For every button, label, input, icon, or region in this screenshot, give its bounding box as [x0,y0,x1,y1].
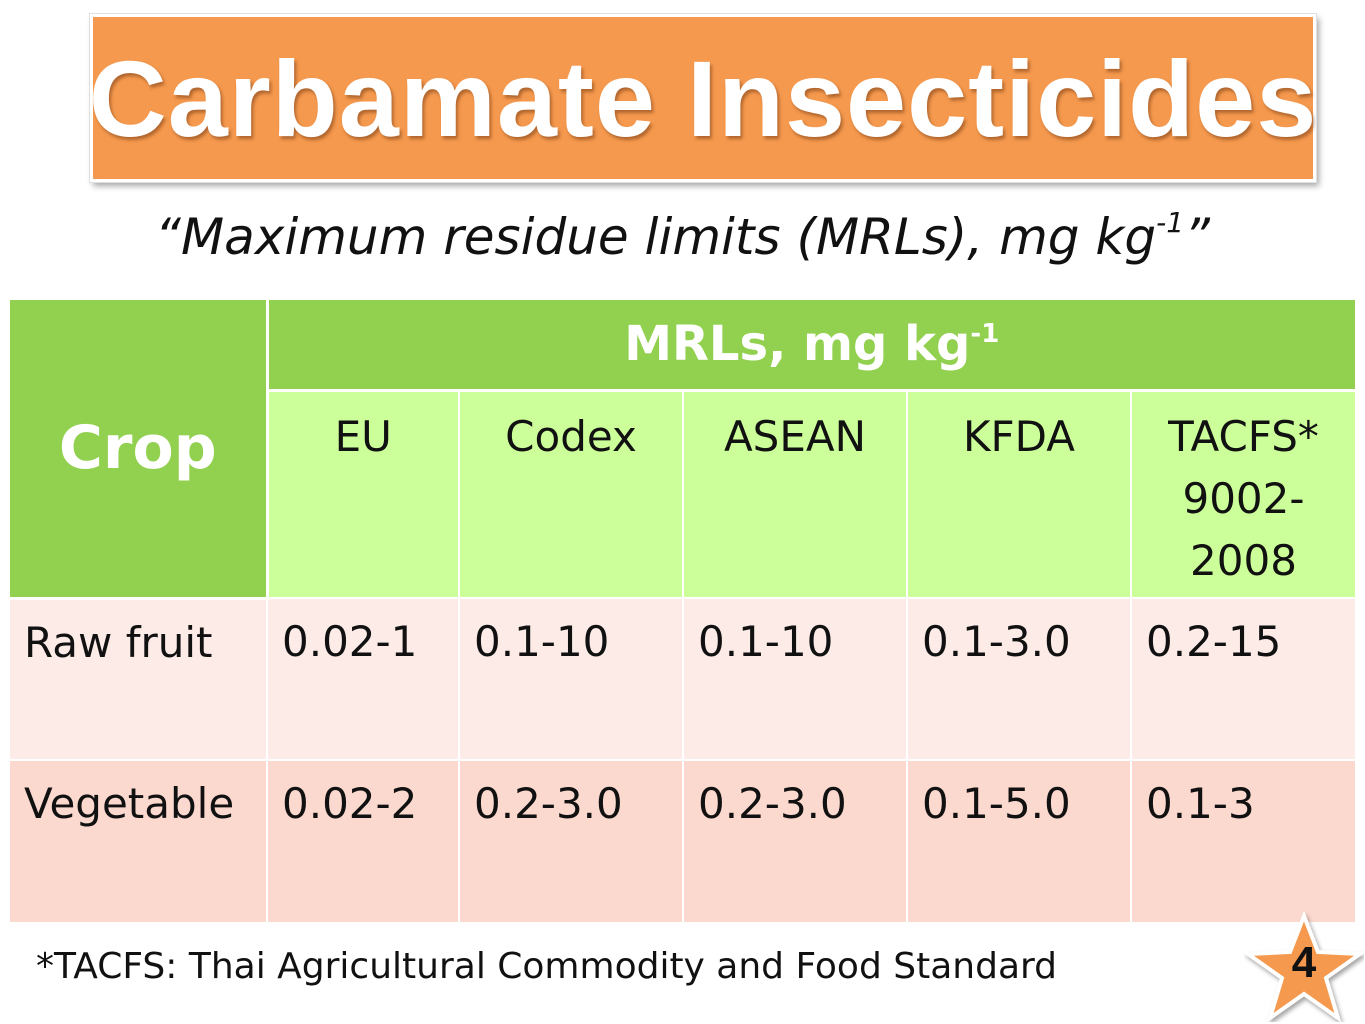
page-number: 4 [1291,938,1317,987]
row-label-vegetable: Vegetable [10,759,268,922]
table-cell: 0.1-3 [1131,759,1355,922]
table-cell: 0.1-5.0 [907,759,1132,922]
subtitle-close-quote: ” [1184,208,1210,266]
star-icon [1244,912,1364,1022]
mrl-header-superscript: -1 [970,319,1000,350]
footnote: *TACFS: Thai Agricultural Commodity and … [36,946,1058,987]
table-row-raw-fruit: Raw fruit 0.02-1 0.1-10 0.1-10 0.1-3.0 0… [10,597,1355,760]
subtitle-superscript: -1 [1156,206,1185,239]
column-header-tacfs: TACFS* 9002-2008 [1131,390,1355,598]
page-title: Carbamate Insecticides [88,37,1318,159]
row-label-raw-fruit: Raw fruit [10,597,268,760]
column-header-eu: EU [267,390,460,598]
table-row-vegetable: Vegetable 0.02-2 0.2-3.0 0.2-3.0 0.1-5.0… [10,759,1355,922]
table-cell: 0.2-3.0 [683,759,908,922]
table-cell: 0.1-3.0 [907,597,1132,760]
mrl-table: Crop MRLs, mg kg-1 EU Codex ASEAN KFDA T… [10,300,1355,922]
mrl-group-header: MRLs, mg kg-1 [267,300,1355,392]
crop-header: Crop [10,300,269,600]
subtitle: “Maximum residue limits (MRLs), mg kg-1” [0,208,1365,266]
column-header-asean: ASEAN [683,390,908,598]
table-cell: 0.2-3.0 [459,759,684,922]
table-cell: 0.2-15 [1131,597,1355,760]
table-cell: 0.1-10 [683,597,908,760]
table-cell: 0.02-2 [267,759,460,922]
table-cell: 0.1-10 [459,597,684,760]
title-banner: Carbamate Insecticides [88,13,1318,183]
table-cell: 0.02-1 [267,597,460,760]
column-header-kfda: KFDA [907,390,1132,598]
column-header-codex: Codex [459,390,684,598]
mrl-header-text: MRLs, mg kg [624,316,971,373]
subtitle-text: “Maximum residue limits (MRLs), mg kg [155,208,1157,266]
